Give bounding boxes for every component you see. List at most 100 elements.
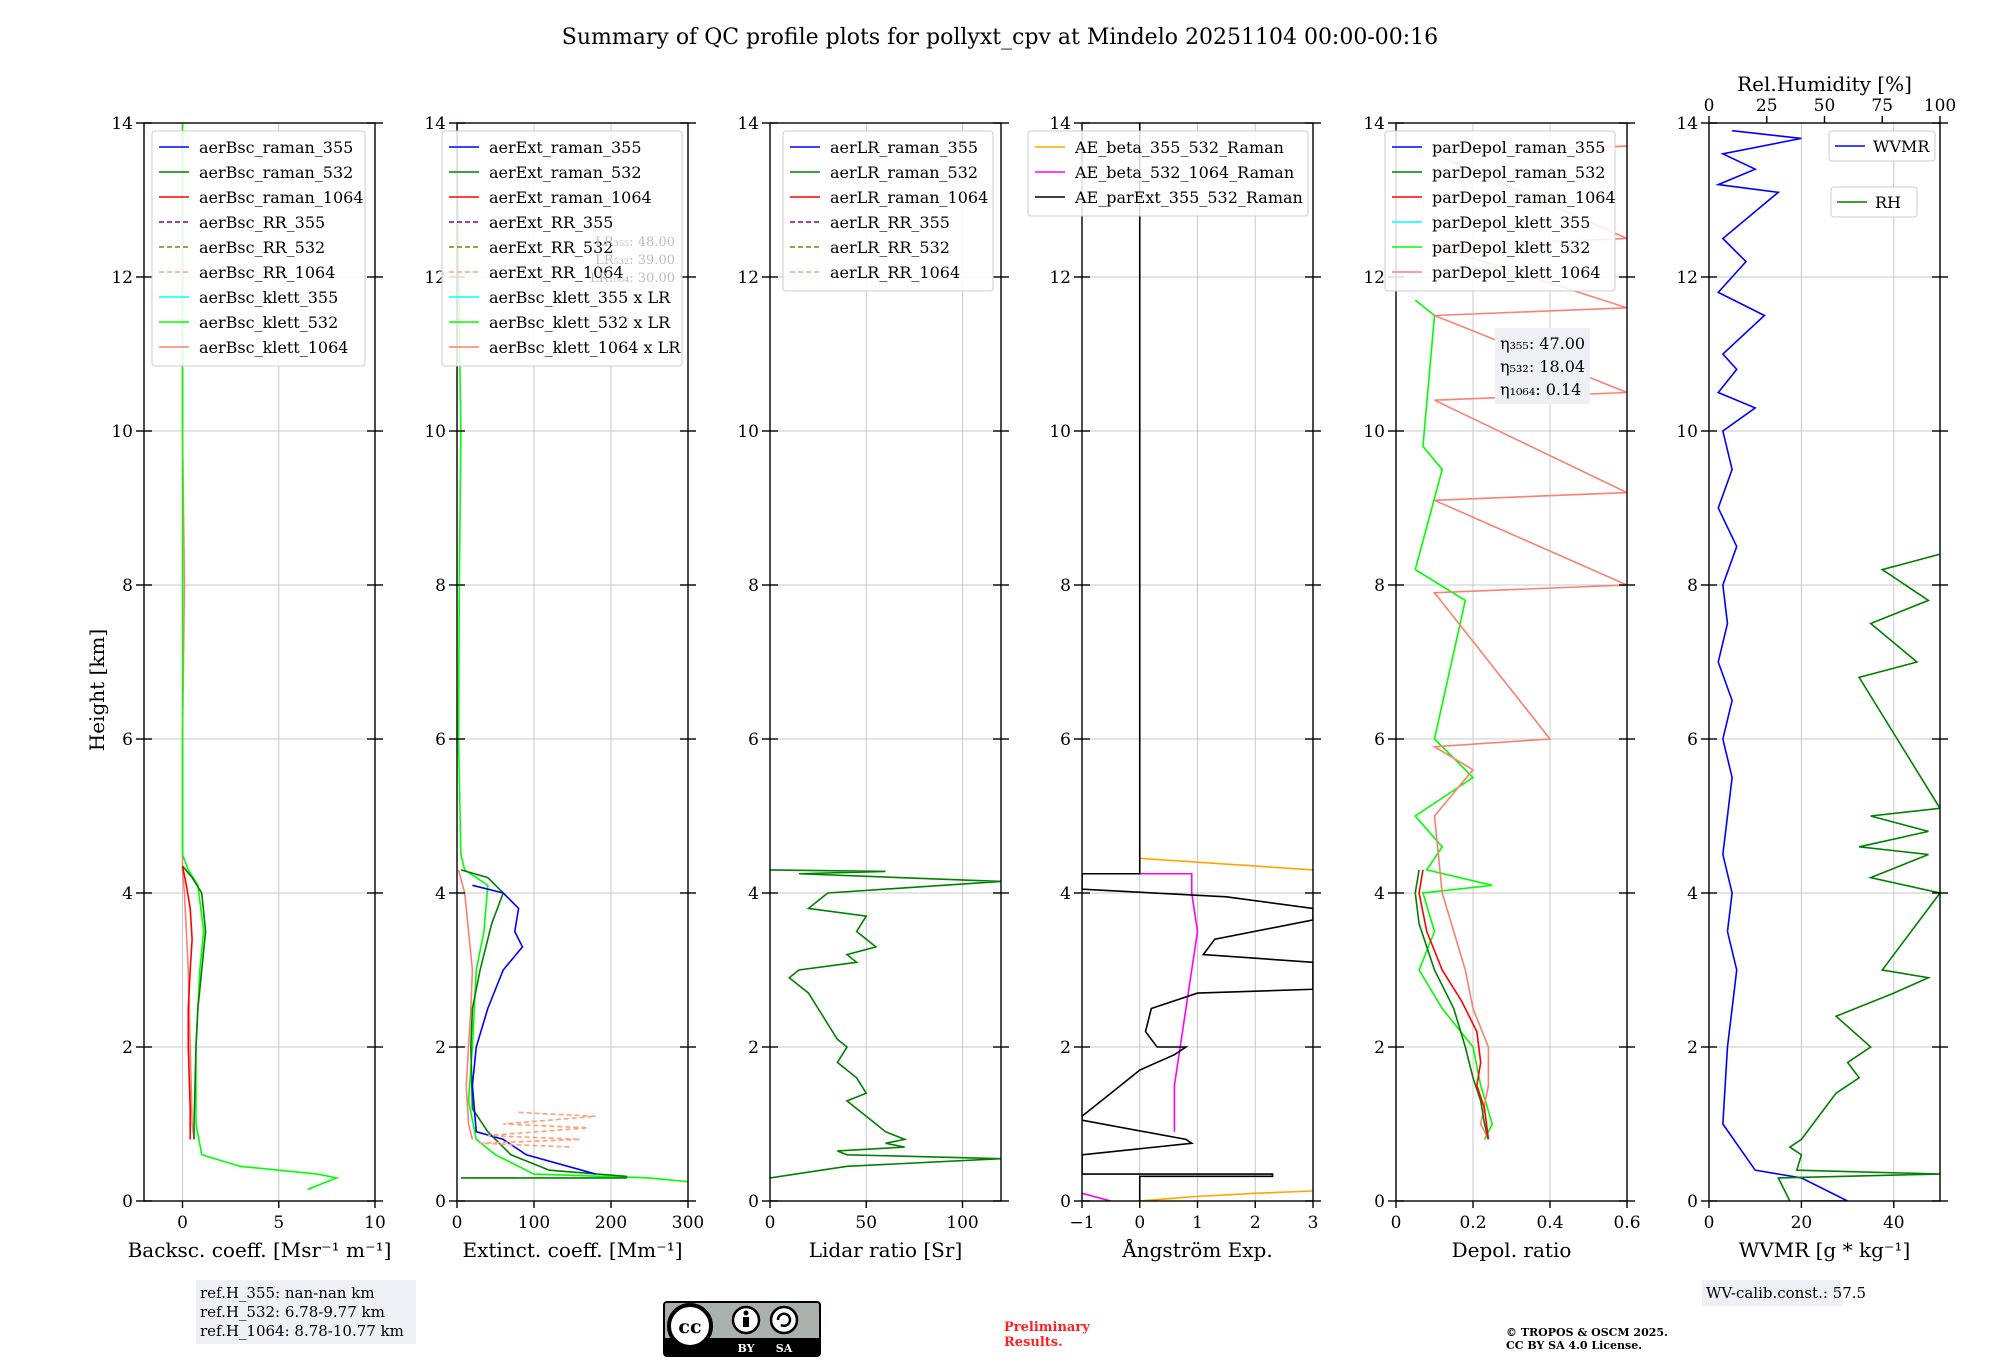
panel-bsc: 0 2 4 6 8 10 12 14 0 5 10 Backsc. coeff. [Msr⁻¹ m⁻¹… <box>111 114 391 1262</box>
y-tick-label: 0 <box>435 1192 446 1212</box>
series-group <box>181 123 340 1191</box>
y-tick-label: 12 <box>111 268 133 288</box>
y-tick-label: 0 <box>1060 1192 1071 1212</box>
y-tick-label: 0 <box>748 1192 759 1212</box>
top-axis-label: Rel.Humidity [%] <box>1737 72 1912 96</box>
y-tick-label: 8 <box>1060 576 1071 596</box>
x-axis-label: Ångström Exp. <box>1121 1237 1272 1262</box>
legend-label: aerExt_raman_355 <box>489 138 642 157</box>
y-tick-label: 14 <box>424 114 446 134</box>
y-tick-label: 14 <box>737 114 759 134</box>
series-line-aerlr-raman-532 <box>770 869 1001 1179</box>
legend-lr: aerLR_raman_355 aerLR_raman_532 aerLR_rama… <box>782 130 994 292</box>
eta-label: η₁₀₆₄: 0.14 <box>1500 380 1581 399</box>
panel-ext: 0 2 4 6 8 10 12 14 0 100 200 300 Extinct. coeff. [Mm… <box>424 114 704 1262</box>
y-tick-label: 14 <box>1363 114 1385 134</box>
series-line-aerbsc-klett-1064-x-lr <box>457 869 474 1140</box>
top-x-tick-label: 100 <box>1924 96 1956 116</box>
x-tick-label: 0 <box>452 1213 463 1233</box>
series-line-pardepol-raman-1064 <box>1418 869 1490 1140</box>
y-tick-label: 6 <box>1687 730 1698 750</box>
x-tick-label: 0.4 <box>1536 1213 1563 1233</box>
y-tick-label: 10 <box>737 422 759 442</box>
eta-annotation: η₃₅₅: 47.00 η₅₃₂: 18.04 η₁₀₆₄: 0.14 <box>1495 328 1590 404</box>
legend-label: parDepol_raman_1064 <box>1432 188 1616 207</box>
wv-calibration-background <box>1702 1280 1842 1306</box>
y-tick-label: 14 <box>111 114 133 134</box>
y-tick-label: 12 <box>424 268 446 288</box>
legend-frame <box>1027 130 1309 217</box>
preliminary-label: Preliminary <box>1004 1320 1090 1335</box>
eta-label: η₃₅₅: 47.00 <box>1500 334 1585 353</box>
x-tick-label: 0 <box>1391 1213 1402 1233</box>
legend-label: aerBsc_klett_1064 <box>199 338 348 357</box>
axes-frame <box>1708 122 1941 1202</box>
y-tick-label: 2 <box>1060 1038 1071 1058</box>
series-line-rh <box>1777 553 1940 1201</box>
legend-box-rh: RH <box>1830 186 1918 218</box>
y-tick-label: 8 <box>748 576 759 596</box>
series-group <box>1082 123 1313 1201</box>
y-tick-label: 4 <box>435 884 446 904</box>
legend-label: aerExt_RR_1064 <box>489 263 624 282</box>
y-tick-label: 12 <box>737 268 759 288</box>
x-axis-label: Backsc. coeff. [Msr⁻¹ m⁻¹] <box>128 1238 392 1262</box>
y-tick-label: 8 <box>122 576 133 596</box>
y-tick-label: 8 <box>435 576 446 596</box>
series-group <box>457 123 688 1183</box>
y-tick-label: 6 <box>1374 730 1385 750</box>
x-tick-label: 100 <box>518 1213 550 1233</box>
x-axis-label: Depol. ratio <box>1452 1238 1572 1262</box>
legend-label: aerLR_raman_355 <box>830 138 978 157</box>
x-tick-label: 50 <box>855 1213 877 1233</box>
badge-by-label: BY <box>738 1342 755 1355</box>
top-x-tick-label: 25 <box>1756 96 1778 116</box>
y-tick-label: 4 <box>1060 884 1071 904</box>
y-tick-label: 4 <box>1687 884 1698 904</box>
series-line-ae-beta-532-1064-raman <box>1093 872 1199 1132</box>
legend-label: aerBsc_klett_1064 x LR <box>489 338 681 357</box>
y-tick-label: 6 <box>1060 730 1071 750</box>
x-tick-label: 3 <box>1308 1213 1319 1233</box>
legend-frame <box>1384 130 1616 292</box>
x-axis-label: Lidar ratio [Sr] <box>809 1238 963 1262</box>
y-tick-label: 14 <box>1676 114 1698 134</box>
x-tick-label: 0 <box>177 1213 188 1233</box>
legend-label: aerLR_RR_355 <box>830 213 950 232</box>
x-tick-label: −1 <box>1069 1213 1094 1233</box>
y-tick-label: 10 <box>111 422 133 442</box>
wv-calibration-box: WV-calib.const.: 57.5 <box>1702 1280 1866 1306</box>
ref-height-532: ref.H_532: 6.78-9.77 km <box>200 1303 385 1321</box>
results-label: Results. <box>1004 1335 1063 1350</box>
ref-height-355: ref.H_355: nan-nan km <box>200 1284 375 1302</box>
legend-label: aerBsc_raman_355 <box>199 138 353 157</box>
legend-label: aerBsc_klett_532 <box>199 313 338 332</box>
y-tick-label: 2 <box>1687 1038 1698 1058</box>
legend-label: aerBsc_klett_355 <box>199 288 338 307</box>
panel-depol: 0 2 4 6 8 10 12 14 0 0.2 0.4 0.6 Depol. ratio parDepo… <box>1363 114 1640 1262</box>
wv-calibration-text: WV-calib.const.: 57.5 <box>1706 1284 1866 1302</box>
axes-frame <box>1395 122 1628 1202</box>
x-tick-label: 10 <box>364 1213 386 1233</box>
series-group <box>1414 145 1627 1140</box>
legend-ae: AE_beta_355_532_Raman AE_beta_532_1064_Ra… <box>1027 130 1309 217</box>
y-tick-label: 6 <box>748 730 759 750</box>
x-tick-label: 40 <box>1883 1213 1905 1233</box>
legend-frame <box>782 130 994 292</box>
legend-frame <box>1830 186 1918 218</box>
legend-label: aerLR_raman_532 <box>830 163 978 182</box>
y-tick-label: 8 <box>1374 576 1385 596</box>
y-tick-label: 10 <box>1363 422 1385 442</box>
legend-label: AE_beta_532_1064_Raman <box>1074 163 1294 182</box>
y-tick-label: 10 <box>1049 422 1071 442</box>
y-tick-label: 4 <box>748 884 759 904</box>
legend-frame <box>151 130 366 367</box>
series-line-ae-beta-355-532-raman <box>1139 1190 1313 1201</box>
y-tick-label: 12 <box>1676 268 1698 288</box>
legend-label: aerLR_RR_532 <box>830 238 950 257</box>
series-group <box>1715 129 1940 1201</box>
y-tick-label: 10 <box>424 422 446 442</box>
